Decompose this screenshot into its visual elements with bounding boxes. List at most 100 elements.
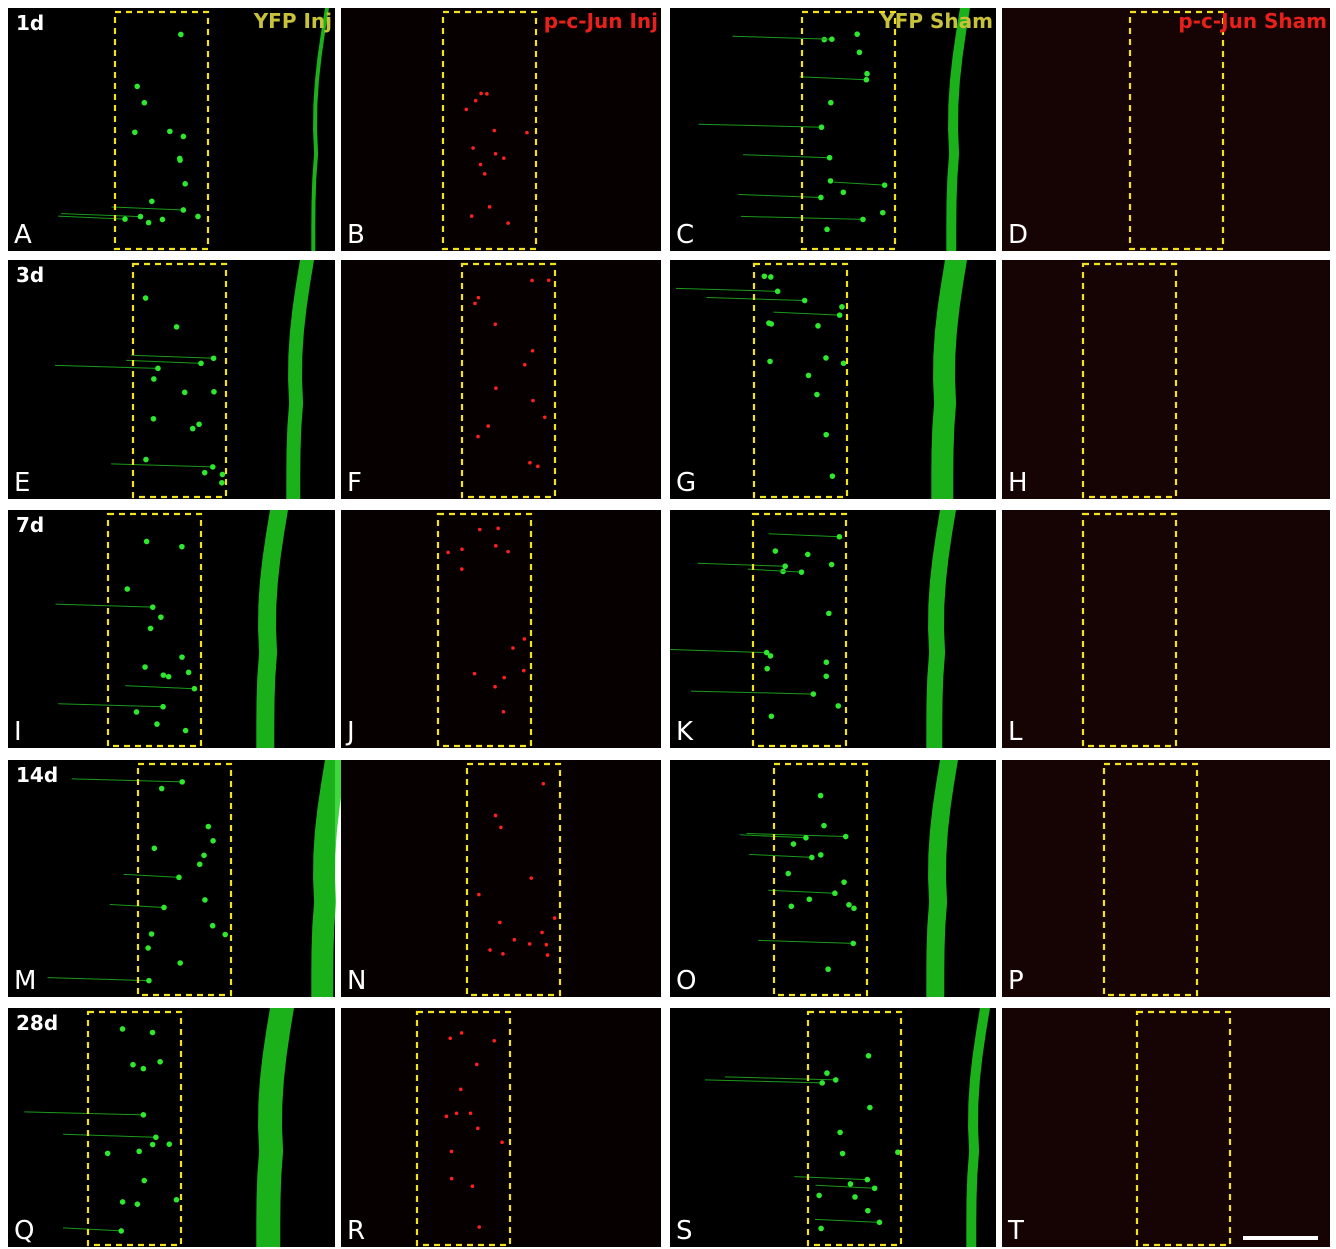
micrograph-panel xyxy=(341,1008,661,1247)
fiber-band xyxy=(311,760,347,997)
red-nucleus xyxy=(531,398,535,403)
green-neuron xyxy=(852,1194,858,1200)
neurite xyxy=(749,853,812,858)
green-neuron xyxy=(854,31,860,37)
green-neuron xyxy=(222,931,229,938)
green-neuron xyxy=(209,922,216,929)
green-neuron xyxy=(821,36,828,43)
dashed-roi xyxy=(751,512,848,748)
panel-letter: G xyxy=(676,468,696,498)
green-neuron xyxy=(140,1065,147,1072)
red-nucleus xyxy=(486,424,491,428)
green-neuron xyxy=(818,124,825,131)
green-neuron xyxy=(210,838,216,844)
panel-letter: C xyxy=(676,220,694,250)
neurite xyxy=(58,703,164,708)
fiber-band xyxy=(311,8,329,251)
dashed-roi xyxy=(752,262,849,499)
red-nucleus xyxy=(506,221,510,225)
panel-letter: A xyxy=(14,220,32,250)
fiber-band xyxy=(946,8,970,251)
green-neuron xyxy=(808,854,815,861)
row-label: 28d xyxy=(16,1011,58,1035)
neurite xyxy=(131,354,214,359)
red-nucleus xyxy=(501,709,506,714)
green-neuron xyxy=(122,216,128,222)
panel-letter: J xyxy=(345,717,355,747)
micrograph-panel xyxy=(8,260,335,499)
neurite xyxy=(690,690,814,695)
green-neuron xyxy=(155,365,161,372)
green-neuron xyxy=(767,653,774,659)
micrograph-panel xyxy=(341,510,661,748)
micrograph-panel xyxy=(670,1008,996,1247)
green-neuron xyxy=(842,833,849,840)
green-neuron xyxy=(219,479,225,486)
red-nucleus xyxy=(521,668,526,673)
green-neuron xyxy=(772,548,779,554)
green-neuron xyxy=(180,207,187,213)
micrograph-panel xyxy=(8,510,335,748)
red-nucleus xyxy=(493,813,498,818)
green-neuron xyxy=(147,625,154,632)
green-neuron xyxy=(159,216,166,223)
neurite xyxy=(24,1111,144,1116)
neurite xyxy=(125,685,195,690)
red-nucleus xyxy=(488,948,492,952)
dashed-roi xyxy=(436,512,533,748)
green-neuron xyxy=(782,563,788,570)
red-nucleus xyxy=(498,920,502,925)
red-nucleus xyxy=(476,434,480,439)
red-nucleus xyxy=(468,1111,473,1116)
green-neuron xyxy=(154,721,160,727)
panel-letter: F xyxy=(347,468,362,498)
green-neuron xyxy=(166,1141,173,1148)
neurite xyxy=(697,562,786,567)
green-neuron xyxy=(846,902,852,908)
red-nucleus xyxy=(540,930,544,935)
neurite xyxy=(758,939,854,944)
green-neuron xyxy=(847,1181,854,1187)
red-nucleus xyxy=(543,415,547,420)
green-neuron xyxy=(816,1192,822,1199)
green-neuron xyxy=(837,1129,843,1136)
green-neuron xyxy=(179,543,185,550)
green-neuron xyxy=(145,945,151,951)
micrograph-panel xyxy=(1002,510,1330,748)
green-neuron xyxy=(865,1052,872,1059)
green-neuron xyxy=(150,415,157,422)
green-neuron xyxy=(136,1148,142,1155)
green-neuron xyxy=(823,355,829,361)
micrograph-panel xyxy=(1002,260,1330,499)
green-neuron xyxy=(815,323,821,329)
micrograph-panel xyxy=(8,760,335,997)
micrograph-panel xyxy=(1002,1008,1330,1247)
fiber-band xyxy=(966,1008,990,1247)
green-neuron xyxy=(810,691,817,697)
dashed-roi xyxy=(800,10,897,251)
neurite xyxy=(111,463,213,468)
green-neuron xyxy=(823,673,830,680)
green-neuron xyxy=(803,835,809,841)
green-neuron xyxy=(219,471,226,478)
red-nucleus xyxy=(446,550,450,555)
panel-letter: T xyxy=(1007,1216,1024,1246)
green-neuron xyxy=(785,870,792,877)
neurite xyxy=(738,193,821,198)
green-neuron xyxy=(180,133,187,140)
red-nucleus xyxy=(541,782,546,786)
red-nucleus xyxy=(528,460,532,465)
red-nucleus xyxy=(448,1036,452,1041)
green-neuron xyxy=(828,99,834,106)
neurite xyxy=(768,889,835,894)
dashed-roi xyxy=(113,10,210,251)
green-neuron xyxy=(850,940,857,947)
green-neuron xyxy=(149,604,156,610)
red-nucleus xyxy=(482,172,487,176)
green-neuron xyxy=(851,905,857,912)
green-neuron xyxy=(817,792,824,799)
red-nucleus xyxy=(473,98,478,103)
green-neuron xyxy=(201,852,207,859)
neurite xyxy=(724,1076,836,1081)
dashed-roi xyxy=(806,1010,903,1247)
